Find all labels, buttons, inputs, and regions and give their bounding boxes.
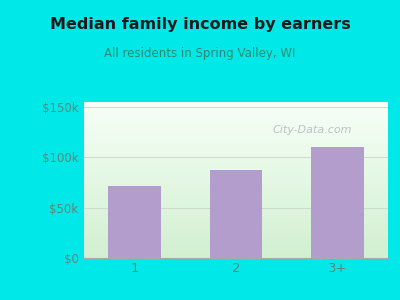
Text: All residents in Spring Valley, WI: All residents in Spring Valley, WI <box>104 46 296 59</box>
Bar <box>210 170 262 258</box>
Text: City-Data.com: City-Data.com <box>272 125 352 135</box>
Text: Median family income by earners: Median family income by earners <box>50 16 350 32</box>
Bar <box>311 147 364 258</box>
Bar <box>108 185 161 258</box>
